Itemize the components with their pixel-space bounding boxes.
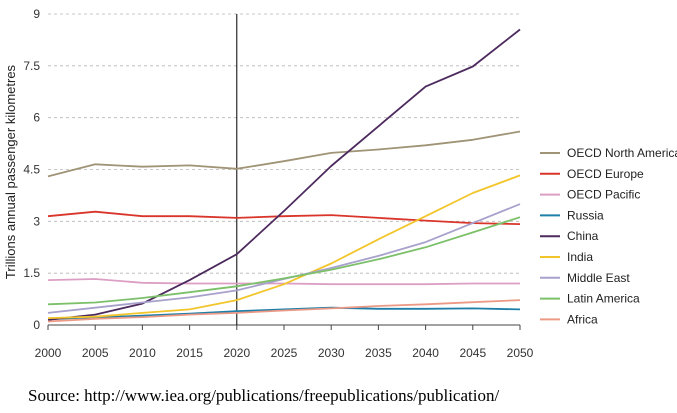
series-line-russia: [47, 306, 521, 320]
source-caption: Source: http://www.iea.org/publications/…: [28, 386, 500, 405]
legend-label-china: China: [567, 229, 599, 243]
x-tick-label: 2025: [271, 346, 298, 360]
series-line-oecd-europe: [47, 210, 521, 225]
x-tick-label: 2045: [459, 346, 486, 360]
x-tick-label: 2020: [223, 346, 250, 360]
y-tick-label: 1.5: [23, 266, 40, 280]
grid-lines: [48, 13, 520, 274]
x-tick-label: 2005: [82, 346, 109, 360]
y-tick-label: 0: [33, 318, 40, 332]
series-line-india: [47, 174, 521, 319]
x-tick-label: 2000: [35, 346, 62, 360]
legend-label-middle-east: Middle East: [567, 271, 630, 285]
series-line-oecd-north-america: [47, 130, 521, 178]
x-tick-label: 2015: [176, 346, 203, 360]
legend-label-latin-america: Latin America: [567, 292, 640, 306]
legend: OECD North America OECD Europe OECD Pacifi…: [540, 146, 677, 326]
y-tick-label: 3: [33, 214, 40, 228]
y-axis-label: Trillions annual passenger kilometres: [3, 64, 18, 279]
legend-label-africa: Africa: [567, 312, 598, 326]
series-line-china: [47, 28, 521, 321]
legend-label-oecd-pacific: OECD Pacific: [567, 188, 640, 202]
x-tick-label: 2040: [412, 346, 439, 360]
legend-label-oecd-north-america: OECD North America: [567, 146, 677, 160]
y-tick-label: 9: [33, 7, 40, 21]
legend-label-russia: Russia: [567, 208, 604, 222]
legend-label-oecd-europe: OECD Europe: [567, 167, 644, 181]
x-tick-label: 2035: [365, 346, 392, 360]
axes: 0 1.5 3 4.5 6 7.5 9 2000 2005 2010 2015 2020 2025 203…: [23, 7, 533, 360]
legend-label-india: India: [567, 250, 593, 264]
y-tick-label: 6: [33, 111, 40, 125]
y-tick-label: 4.5: [23, 163, 40, 177]
x-tick-label: 2050: [507, 346, 534, 360]
series-line-latin-america: [47, 216, 521, 306]
series-lines: [47, 28, 521, 323]
x-tick-label: 2010: [129, 346, 156, 360]
y-tick-label: 7.5: [23, 59, 40, 73]
x-tick-label: 2030: [318, 346, 345, 360]
series-line-middle-east: [47, 203, 521, 314]
series-line-africa: [47, 299, 521, 323]
line-chart: 0 1.5 3 4.5 6 7.5 9 2000 2005 2010 2015 2020 2025 203…: [3, 7, 677, 360]
